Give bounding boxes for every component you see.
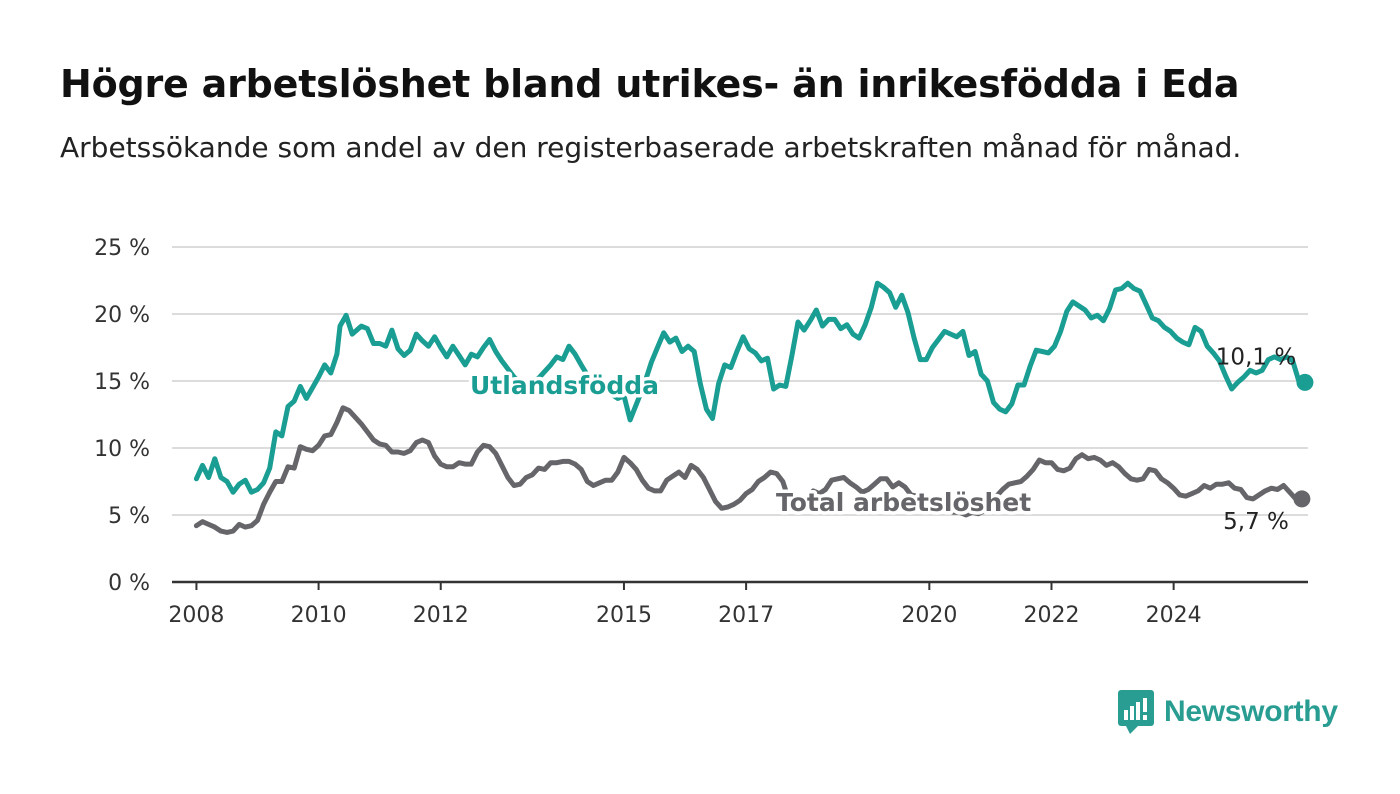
newsworthy-logo-icon <box>1118 690 1154 734</box>
series-line-utlandsf-dda <box>193 280 1308 495</box>
brand-name: Newsworthy <box>1164 695 1338 728</box>
y-tick-label: 15 % <box>94 370 150 395</box>
series-label-total: Total arbetslöshet <box>776 488 1031 517</box>
end-value-label-utlandsfodda: 10,1 % <box>1216 344 1296 370</box>
x-tick-label: 2022 <box>1023 603 1079 628</box>
x-tick-label: 2010 <box>291 603 347 628</box>
x-tick-label: 2008 <box>168 603 224 628</box>
y-tick-label: 20 % <box>94 303 150 328</box>
y-tick-label: 0 % <box>108 571 150 596</box>
chart-subtitle: Arbetssökande som andel av den registerb… <box>60 131 1242 164</box>
series-label-utlandsfodda: Utlandsfödda <box>470 371 659 400</box>
y-tick-label: 10 % <box>94 437 150 462</box>
y-tick-label: 25 % <box>94 236 150 261</box>
series-line-total-arbetsl-shet <box>193 405 1305 535</box>
series-end-point <box>1293 490 1311 508</box>
x-tick-label: 2024 <box>1146 603 1202 628</box>
chart-title: Högre arbetslöshet bland utrikes- än inr… <box>60 62 1240 106</box>
y-tick-label: 5 % <box>108 504 150 529</box>
y-axis-ticks: 0 % 5 % 10 % 15 % 20 % 25 % <box>94 236 150 596</box>
newsworthy-logo: Newsworthy <box>1118 690 1338 734</box>
x-tick-label: 2017 <box>718 603 774 628</box>
x-axis-ticks: 2008 2010 2012 2015 2017 2020 2022 2024 <box>168 582 1202 628</box>
gridlines <box>172 246 1308 516</box>
end-value-label-total: 5,7 % <box>1223 509 1289 535</box>
x-tick-label: 2020 <box>901 603 957 628</box>
x-tick-label: 2015 <box>596 603 652 628</box>
x-tick-label: 2012 <box>413 603 469 628</box>
series-end-point <box>1296 373 1314 391</box>
series-lines <box>193 280 1314 535</box>
series-labels: Utlandsfödda Total arbetslöshet 10,1 % 5,7 … <box>467 344 1297 535</box>
